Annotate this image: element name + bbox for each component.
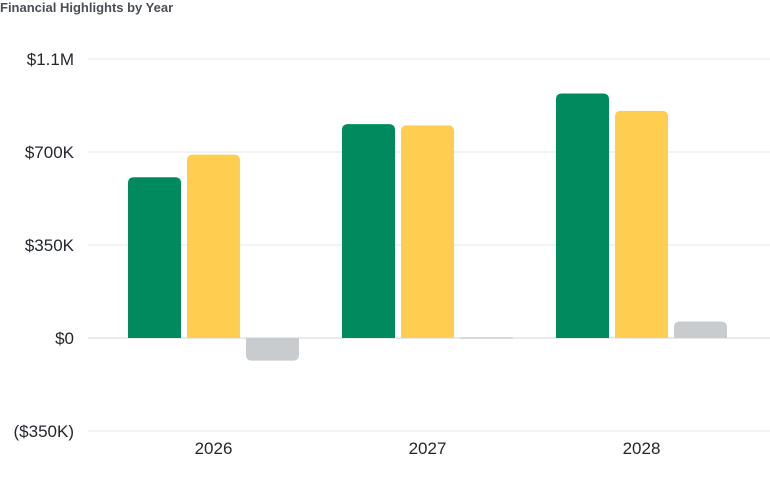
bar-2027-series-3	[460, 337, 513, 339]
bar-2028-series-3	[674, 321, 727, 338]
y-tick-label: $0	[55, 329, 74, 348]
x-tick-label-2028: 2028	[623, 439, 661, 458]
y-axis-ticks: $1.1M $700K $350K $0 ($350K)	[14, 50, 75, 441]
y-tick-label: $700K	[25, 143, 75, 162]
bar-2027-series-2	[401, 125, 454, 338]
bar-2028-series-2	[615, 110, 668, 338]
y-tick-label: ($350K)	[14, 422, 74, 441]
x-axis-ticks: 2026 2027 2028	[195, 439, 661, 458]
x-tick-label-2026: 2026	[195, 439, 233, 458]
bar-2026-series-1	[128, 177, 181, 338]
chart-title: Financial Highlights by Year	[0, 0, 174, 15]
x-tick-label-2027: 2027	[409, 439, 447, 458]
y-tick-label: $1.1M	[27, 50, 74, 69]
bar-2026-series-3	[246, 338, 299, 361]
bars	[128, 93, 727, 361]
y-tick-label: $350K	[25, 236, 75, 255]
bar-2026-series-2	[187, 154, 240, 338]
bar-2027-series-1	[342, 124, 395, 338]
bar-2028-series-1	[556, 93, 609, 339]
